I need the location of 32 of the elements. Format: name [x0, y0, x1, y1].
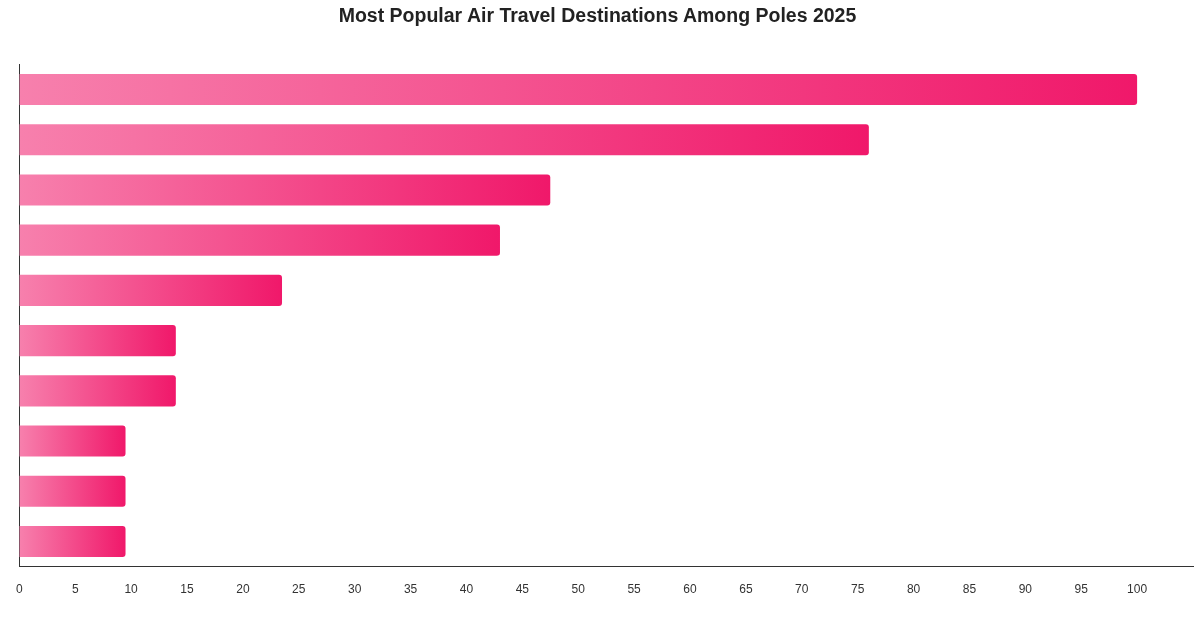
x-tick-label: 10	[124, 582, 139, 597]
bar	[19, 475, 126, 507]
bar	[19, 224, 500, 256]
bar	[19, 174, 551, 206]
x-tick-label: 50	[571, 582, 586, 597]
bar	[19, 325, 176, 357]
x-tick-label: 65	[739, 582, 753, 597]
bar	[19, 425, 126, 457]
x-tick-label: 35	[403, 582, 418, 597]
bar	[19, 274, 283, 306]
x-tick-label: 90	[1018, 582, 1033, 597]
x-tick-label: 70	[795, 582, 809, 597]
x-tick-label: 100	[1127, 582, 1148, 597]
x-tick-label: 75	[850, 582, 865, 597]
bar	[19, 73, 1138, 106]
x-tick-label: 80	[906, 582, 921, 597]
x-tick-label: 25	[292, 582, 306, 597]
bar	[19, 124, 869, 156]
x-tick-label: 60	[683, 582, 697, 597]
x-tick-label: 40	[459, 582, 474, 597]
x-tick-label: 15	[180, 582, 194, 597]
x-tick-label: 5	[71, 582, 79, 597]
bar	[19, 375, 176, 407]
x-tick-label: 85	[962, 582, 977, 597]
x-tick-label: 0	[15, 582, 23, 597]
chart-title: Most Popular Air Travel Destinations Among Poles 2025	[338, 4, 857, 27]
x-tick-label: 30	[347, 582, 362, 597]
x-tick-label: 45	[515, 582, 530, 597]
bar	[19, 525, 126, 558]
x-tick-label: 95	[1074, 582, 1089, 597]
x-tick-label: 20	[236, 582, 250, 597]
x-tick-label: 55	[627, 582, 642, 597]
